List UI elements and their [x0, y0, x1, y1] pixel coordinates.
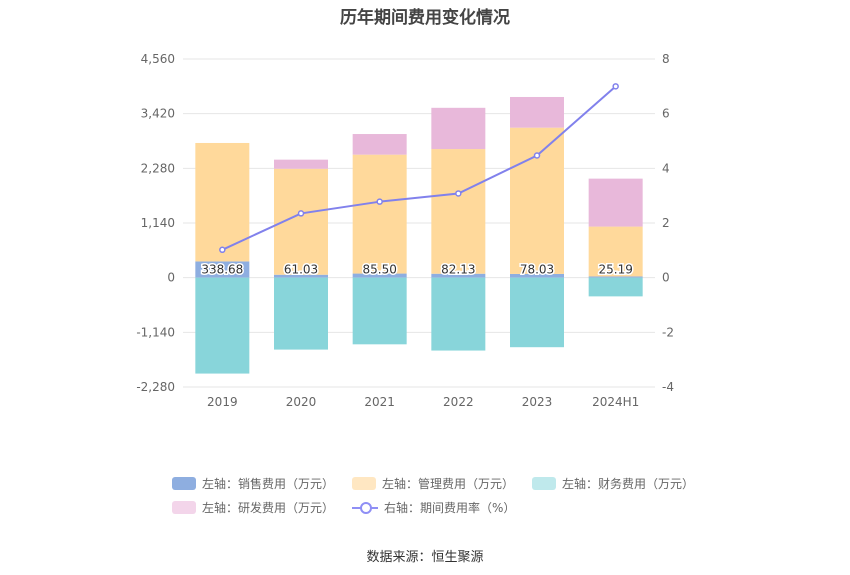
- y-left-tick-label: 1,140: [141, 216, 175, 230]
- y-left-tick-label: 2,280: [141, 161, 175, 175]
- legend-label-finance: 左轴：财务费用（万元）: [562, 476, 695, 491]
- y-right-tick-label: -2: [662, 325, 674, 339]
- point-ratio: [297, 210, 305, 217]
- x-tick-label: 2020: [286, 395, 317, 409]
- data-label-sales: 61.03: [284, 263, 318, 277]
- data-source-note: 数据来源：恒生聚源: [366, 550, 484, 565]
- y-left-tick-label: 4,560: [141, 52, 175, 66]
- y-left-tick-label: 3,420: [141, 107, 175, 121]
- x-tick-label: 2021: [364, 395, 395, 409]
- legend-item-rd[interactable]: 左轴：研发费用（万元）: [172, 499, 334, 516]
- legend-swatch-admin: [352, 476, 377, 490]
- line-ratio: [221, 85, 617, 251]
- bar-finance: [195, 277, 250, 374]
- data-label-sales: 85.50: [362, 263, 396, 277]
- point-ratio: [455, 190, 462, 197]
- y-left-tick-label: -1,140: [136, 325, 175, 339]
- legend-swatch-ratio: [352, 501, 379, 514]
- bar-rd: [431, 107, 486, 150]
- y-right-tick-label: 0: [662, 271, 670, 285]
- y-right-tick-label: 8: [662, 52, 670, 66]
- bar-sales: [510, 273, 564, 278]
- point-ratio: [612, 83, 619, 90]
- bar-admin: [510, 127, 564, 274]
- bar-admin: [588, 226, 643, 277]
- data-label-sales: 78.03: [520, 263, 554, 277]
- legend-swatch-rd: [172, 500, 196, 514]
- chart-title: 历年期间费用变化情况: [340, 8, 510, 28]
- bar-sales: [431, 273, 486, 278]
- bar-sales: [352, 273, 407, 278]
- legend-item-ratio[interactable]: 右轴：期间费用率（%）: [352, 499, 515, 516]
- y-left-tick-label: -2,280: [136, 380, 175, 394]
- bar-admin: [431, 149, 486, 274]
- bar-rd: [274, 159, 328, 169]
- legend-label-sales: 左轴：销售费用（万元）: [202, 476, 335, 491]
- y-right-tick-label: 6: [662, 107, 670, 121]
- point-ratio: [533, 152, 541, 159]
- legend-swatch-sales: [172, 476, 196, 490]
- point-ratio: [376, 198, 383, 205]
- legend-label-rd: 左轴：研发费用（万元）: [202, 500, 335, 515]
- point-ratio: [219, 246, 226, 254]
- bar-rd: [510, 96, 564, 128]
- bar-finance: [588, 277, 643, 297]
- y-right-tick-label: -4: [662, 380, 674, 394]
- bar-finance: [510, 277, 564, 348]
- legend-label-admin: 左轴：管理费用（万元）: [382, 476, 515, 491]
- bar-rd: [352, 134, 407, 155]
- x-tick-label: 2023: [522, 395, 553, 409]
- bar-rd: [588, 178, 643, 227]
- bar-finance: [352, 277, 407, 345]
- bar-admin: [195, 142, 250, 262]
- bar-finance: [274, 277, 328, 350]
- bar-sales: [274, 274, 328, 278]
- y-right-tick-label: 2: [662, 216, 670, 230]
- bar-sales: [588, 276, 643, 278]
- y-left-tick-label: 0: [167, 271, 175, 285]
- x-tick-label: 2019: [207, 395, 238, 409]
- bar-finance: [431, 277, 486, 351]
- x-tick-label: 2022: [443, 395, 474, 409]
- legend-item-admin[interactable]: 左轴：管理费用（万元）: [352, 475, 514, 492]
- bar-sales: [195, 261, 250, 278]
- legend-label-ratio: 右轴：期间费用率（%）: [384, 500, 516, 515]
- data-label-sales: 25.19: [598, 263, 632, 277]
- chart-legend: 左轴：销售费用（万元） 左轴：管理费用（万元） 左轴：财务费用（万元） 左轴：研…: [172, 472, 694, 520]
- legend-item-sales[interactable]: 左轴：销售费用（万元）: [172, 475, 334, 492]
- legend-swatch-finance: [532, 476, 557, 490]
- bar-admin: [352, 154, 407, 274]
- x-tick-label: 2024H1: [592, 395, 639, 409]
- legend-item-finance[interactable]: 左轴：财务费用（万元）: [532, 475, 694, 492]
- data-label-sales: 82.13: [441, 263, 475, 277]
- y-right-tick-label: 4: [662, 161, 670, 175]
- data-label-sales: 338.68: [201, 263, 243, 277]
